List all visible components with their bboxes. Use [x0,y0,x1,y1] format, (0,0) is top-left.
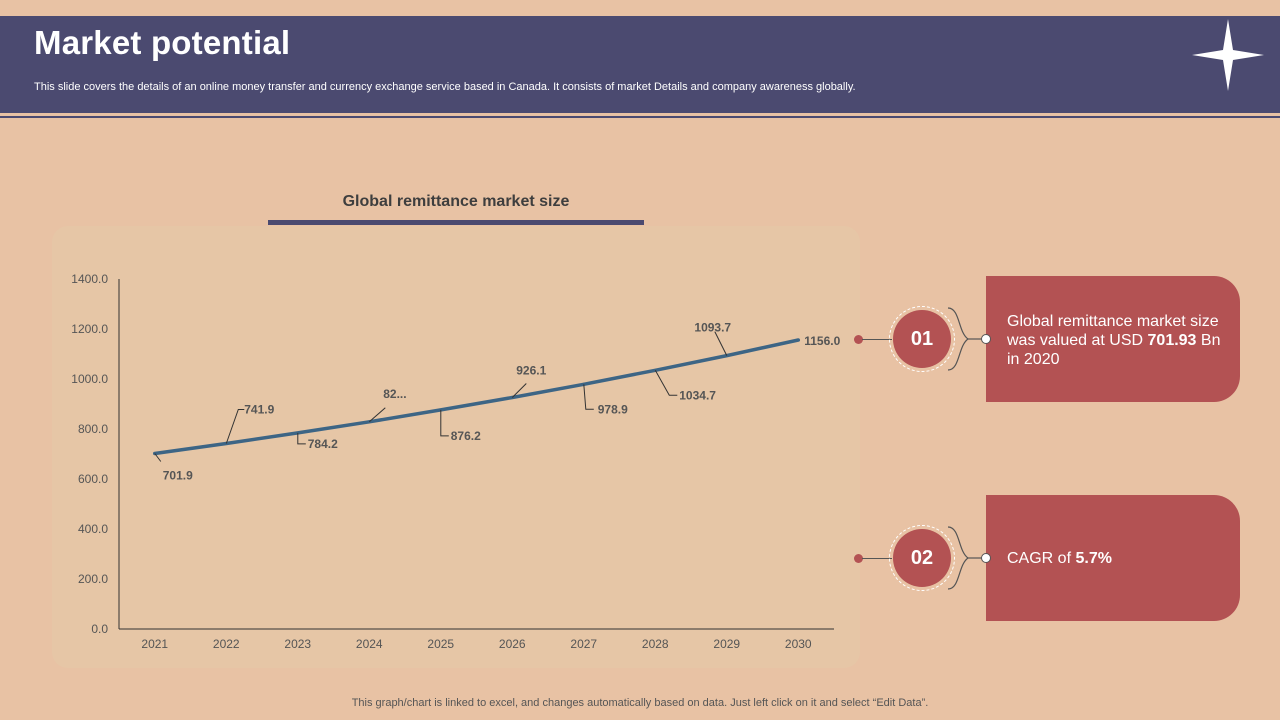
badge-ring-1 [889,306,955,372]
data-label-leader [154,453,162,462]
info-card-2-text-before: CAGR of [1007,550,1076,567]
connector-dot-2 [854,554,863,563]
data-label: 82... [383,387,406,401]
data-label: 1093.7 [694,321,731,335]
data-label-leader [225,409,245,444]
data-label-leader [440,409,449,437]
x-tick-label: 2021 [141,637,168,651]
data-label-leader [654,370,678,396]
x-tick-label: 2023 [284,637,311,651]
data-label: 1034.7 [679,388,716,402]
y-tick-label: 1200.0 [71,322,108,336]
info-card-1-highlight: 701.93 [1147,332,1197,349]
y-tick-label: 1400.0 [71,272,108,286]
connector-line-2 [862,558,892,559]
data-label: 701.9 [163,469,193,483]
badge-ring-2 [889,525,955,591]
x-tick-label: 2024 [356,637,383,651]
data-label-leader [297,432,306,445]
x-tick-label: 2029 [713,637,740,651]
y-tick-label: 200.0 [78,572,108,586]
connector-dot-1 [854,335,863,344]
x-tick-label: 2030 [785,637,812,651]
data-label: 876.2 [451,429,481,443]
connector-knob-2 [981,553,991,563]
series-line [153,338,801,456]
star-icon [1192,19,1264,91]
x-tick-label: 2025 [427,637,454,651]
y-tick-label: 600.0 [78,472,108,486]
y-tick-label: 400.0 [78,522,108,536]
chart-panel [52,226,860,668]
data-label-leader [368,407,386,423]
info-card-1-text-before: Global remittance market size was valued… [1007,313,1219,349]
data-label: 1156.0 [804,334,840,348]
chart-title-underline [268,220,644,225]
connector-line-1 [862,339,892,340]
y-tick-label: 1000.0 [71,372,108,386]
data-label: 784.2 [308,437,338,451]
data-label-leader [583,384,594,410]
data-label: 978.9 [598,402,628,416]
x-tick-label: 2028 [642,637,669,651]
x-tick-label: 2027 [570,637,597,651]
y-tick-label: 800.0 [78,422,108,436]
data-point [582,382,586,386]
page-subtitle: This slide covers the details of an onli… [34,81,856,93]
chart-title: Global remittance market size [342,193,570,210]
number-badge-2: 02 [893,529,951,587]
info-card-1-text: Global remittance market size was valued… [1007,312,1222,369]
data-label: 926.1 [516,363,546,377]
header-bar [0,16,1280,113]
connector-knob-1 [981,334,991,344]
info-card-2 [986,495,1240,621]
info-card-2-text: CAGR of 5.7% [1007,549,1222,568]
data-label: 741.9 [244,403,274,417]
number-badge-1: 01 [893,310,951,368]
page-title: Market potential [34,24,291,61]
footer-note: This graph/chart is linked to excel, and… [351,697,929,709]
info-card-2-highlight: 5.7% [1075,550,1112,567]
header-divider [0,116,1280,118]
data-label-leader [511,383,527,398]
info-card-1-text-after: Bn in 2020 [1007,332,1221,368]
info-card-1 [986,276,1240,402]
y-tick-label: 0.0 [91,622,108,636]
data-point [796,338,800,342]
data-label-leader [714,331,728,356]
x-tick-label: 2022 [213,637,240,651]
x-tick-label: 2026 [499,637,526,651]
